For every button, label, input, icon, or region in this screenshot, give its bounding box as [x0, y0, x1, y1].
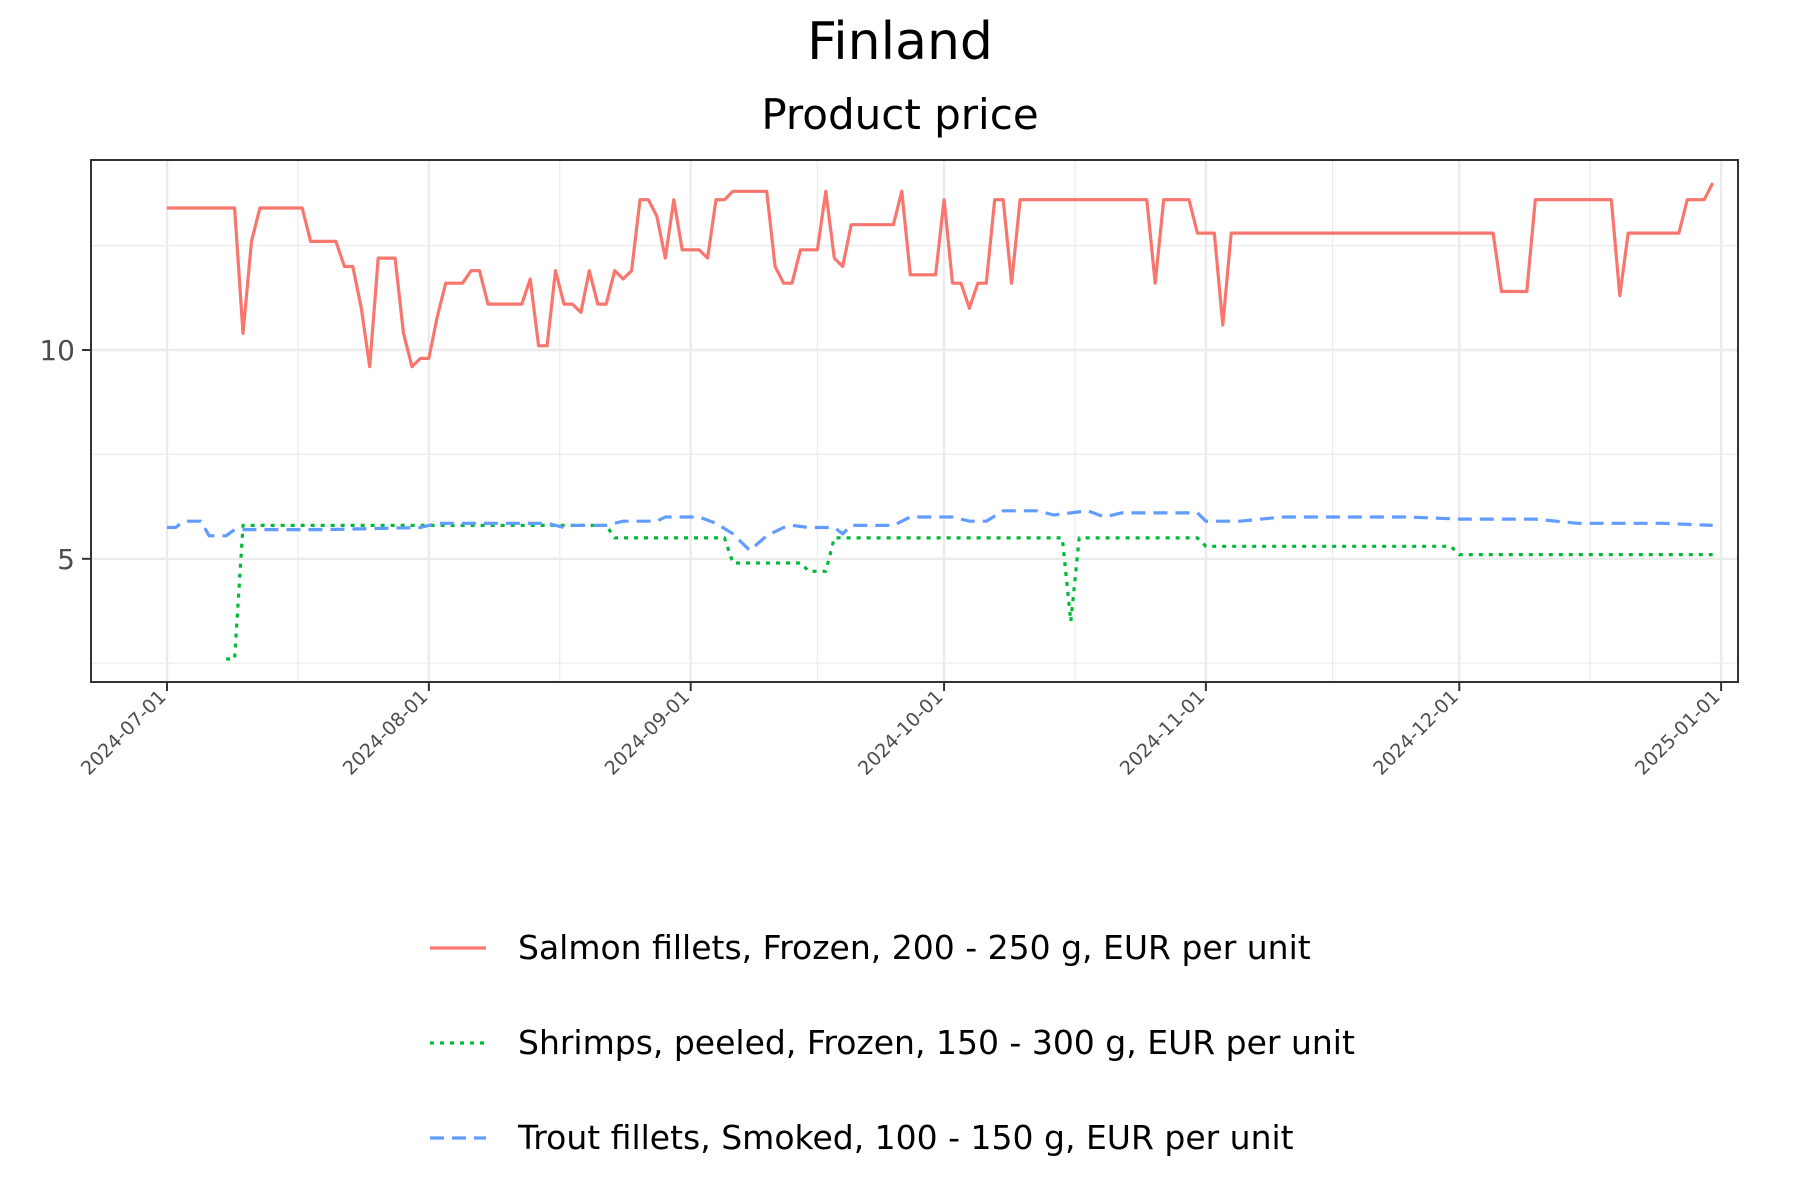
legend-item: Trout fillets, Smoked, 100 - 150 g, EUR … — [428, 1090, 1355, 1185]
x-tick-label: 2024-09-01 — [601, 686, 695, 780]
legend-label: Trout fillets, Smoked, 100 - 150 g, EUR … — [518, 1118, 1294, 1157]
grid-layer — [91, 160, 1738, 682]
legend-key-icon — [430, 1040, 486, 1045]
series-line-3 — [167, 509, 1713, 553]
y-tick-label: 5 — [57, 543, 75, 576]
plot-border — [90, 159, 1739, 683]
legend-key-icon — [430, 945, 486, 950]
legend-item: Shrimps, peeled, Frozen, 150 - 300 g, EU… — [428, 995, 1355, 1090]
x-tick-label: 2024-11-01 — [1116, 686, 1210, 780]
legend-key-icon — [430, 1135, 486, 1140]
legend-label: Salmon fillets, Frozen, 200 - 250 g, EUR… — [518, 928, 1311, 967]
x-tick-label: 2024-12-01 — [1369, 686, 1463, 780]
legend: Salmon fillets, Frozen, 200 - 250 g, EUR… — [428, 900, 1355, 1185]
x-tick-label: 2024-08-01 — [339, 686, 433, 780]
x-tick-label: 2024-10-01 — [854, 686, 948, 780]
x-tick-label: 2024-07-01 — [77, 686, 171, 780]
chart-subtitle: Product price — [761, 90, 1039, 139]
x-tick-label: 2025-01-01 — [1631, 686, 1725, 780]
y-tick-label: 10 — [39, 334, 75, 367]
series-line-2 — [226, 523, 1713, 661]
axis-layer: 2024-07-01 2024-08-01 2024-09-01 2024-10-01… — [39, 334, 1724, 780]
legend-label: Shrimps, peeled, Frozen, 150 - 300 g, EU… — [518, 1023, 1355, 1062]
series-layer — [167, 182, 1715, 661]
chart-title: Finland — [807, 12, 993, 72]
legend-item: Salmon fillets, Frozen, 200 - 250 g, EUR… — [428, 900, 1355, 995]
series-line-1 — [167, 182, 1715, 369]
